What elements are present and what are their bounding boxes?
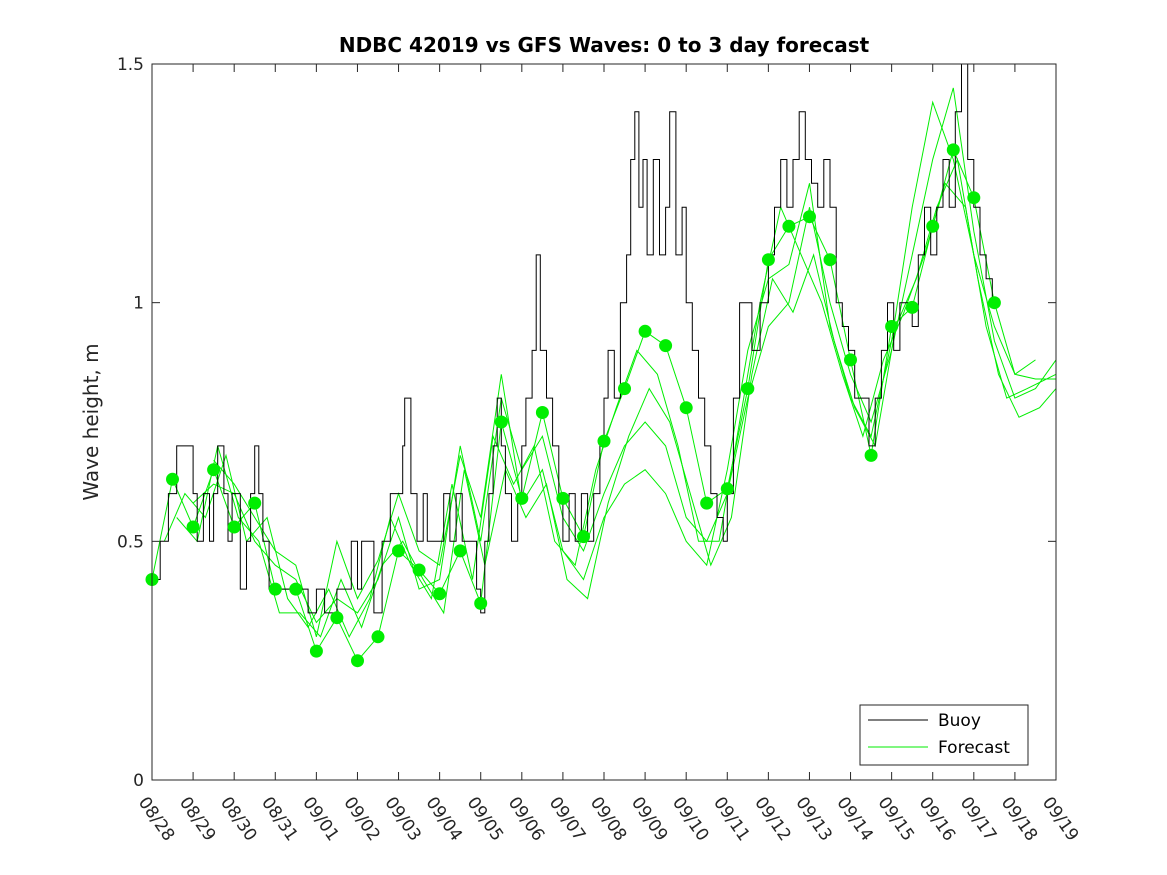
forecast-marker — [556, 491, 570, 505]
forecast-marker — [289, 582, 303, 596]
forecast-marker — [577, 530, 590, 544]
forecast-marker — [946, 143, 960, 157]
chart-title: NDBC 42019 vs GFS Waves: 0 to 3 day fore… — [339, 33, 870, 57]
forecast-marker — [782, 219, 796, 233]
forecast-marker — [638, 324, 652, 338]
y-tick-label: 0 — [133, 771, 144, 791]
forecast-marker — [351, 654, 364, 668]
forecast-marker — [309, 644, 323, 658]
forecast-marker — [248, 496, 262, 510]
forecast-marker — [227, 520, 241, 534]
forecast-marker — [987, 296, 1001, 310]
buoy-line — [152, 63, 993, 614]
forecast-marker — [207, 463, 221, 477]
forecast-marker — [515, 491, 529, 505]
forecast-marker — [186, 520, 200, 534]
forecast-marker — [720, 482, 734, 496]
forecast-marker — [967, 191, 981, 205]
forecast-marker — [433, 587, 447, 601]
forecast-marker — [741, 382, 755, 396]
forecast-marker — [494, 415, 508, 429]
forecast-marker — [268, 582, 282, 596]
y-tick-label: 1.5 — [117, 55, 144, 75]
legend-forecast-label: Forecast — [938, 738, 1010, 758]
forecast-marker — [864, 448, 878, 462]
forecast-marker — [905, 300, 919, 314]
forecast-marker — [926, 219, 940, 233]
forecast-marker — [659, 339, 673, 353]
legend: Buoy Forecast — [859, 704, 1029, 766]
y-tick-label: 1 — [133, 294, 144, 314]
forecast-marker — [412, 563, 426, 577]
forecast-marker — [618, 382, 631, 396]
forecast-marker — [535, 406, 549, 419]
forecast-marker — [474, 596, 488, 610]
forecast-marker — [166, 472, 179, 486]
buoy-series — [152, 63, 993, 614]
forecast-marker — [885, 320, 899, 333]
forecast-marker — [844, 353, 857, 367]
y-axis: 0 0.5 1 1.5 — [117, 55, 1056, 791]
forecast-marker — [392, 544, 405, 558]
forecast-marker — [803, 210, 816, 224]
y-tick-label: 0.5 — [117, 532, 144, 552]
y-axis-label: Wave height, m — [79, 343, 103, 500]
forecast-marker — [761, 253, 775, 267]
legend-buoy-label: Buoy — [938, 711, 981, 731]
forecast-marker — [597, 434, 611, 448]
plot-frame — [151, 63, 1057, 781]
forecast-line — [176, 157, 1057, 638]
legend-box — [859, 704, 1029, 766]
forecast-marker — [330, 611, 344, 625]
forecast-marker — [679, 401, 693, 415]
forecast-line — [213, 100, 1056, 637]
forecast-marker — [453, 544, 467, 558]
forecast-marker — [371, 630, 385, 644]
forecast-marker — [700, 496, 714, 510]
forecast-markers — [145, 143, 1001, 668]
forecast-marker — [823, 253, 837, 267]
